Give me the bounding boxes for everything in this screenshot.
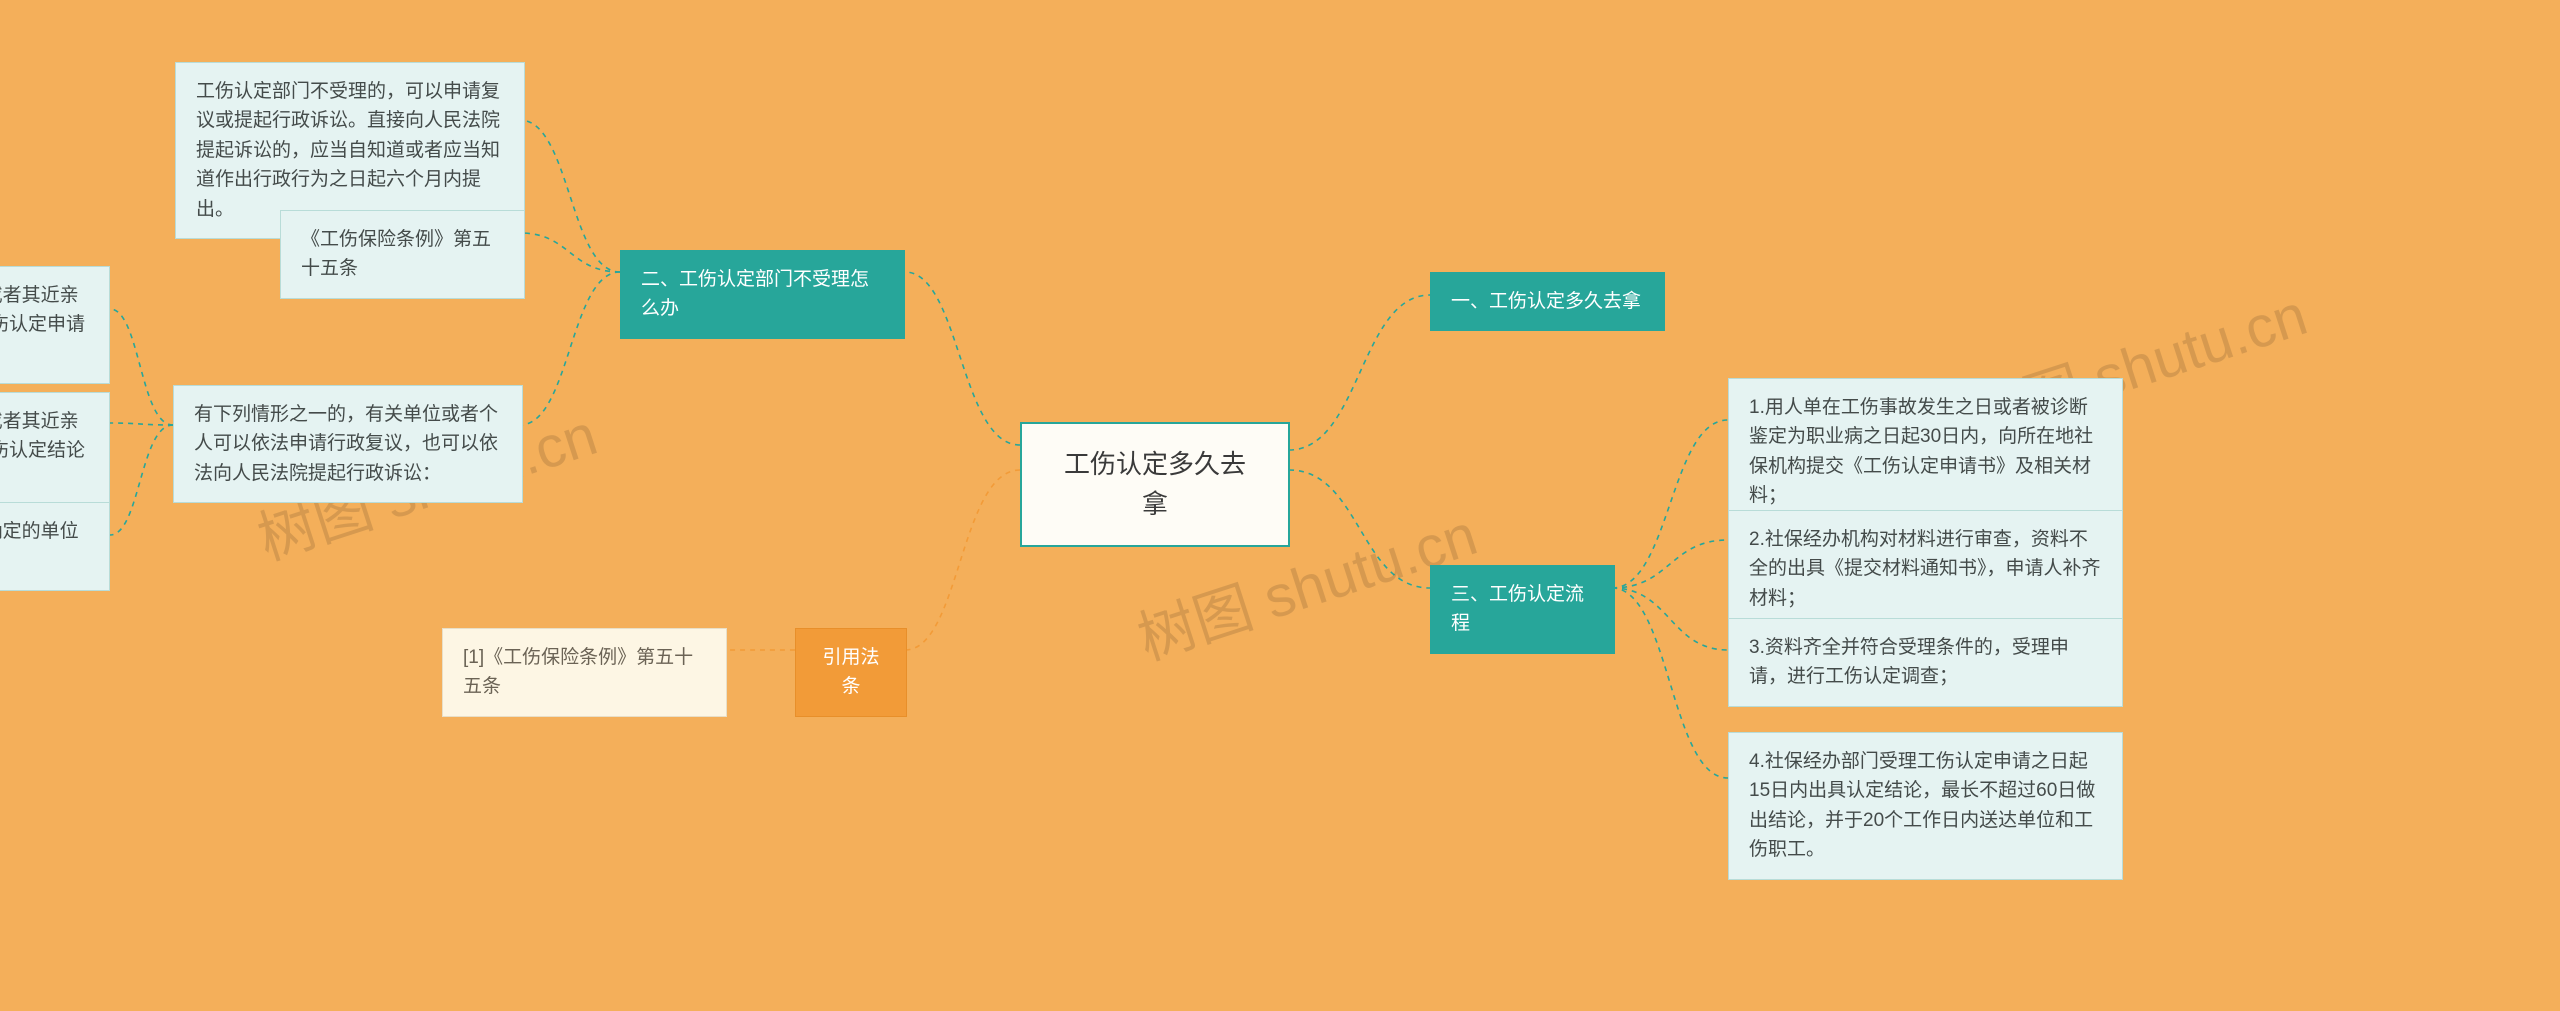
- branch-1[interactable]: 一、工伤认定多久去拿: [1430, 272, 1665, 331]
- leaf-b2-3[interactable]: 有下列情形之一的，有关单位或者个人可以依法申请行政复议，也可以依法向人民法院提起…: [173, 385, 523, 503]
- leaf-b3-4[interactable]: 4.社保经办部门受理工伤认定申请之日起15日内出具认定结论，最长不超过60日做出…: [1728, 732, 2123, 880]
- leaf-b3-2[interactable]: 2.社保经办机构对材料进行审查，资料不全的出具《提交材料通知书》，申请人补齐材料…: [1728, 510, 2123, 628]
- leaf-b2-3-2[interactable]: (二)申请工伤认定的职工或者其近亲属、该职工所在单位对工伤认定结论不服的;: [0, 392, 110, 510]
- root-node[interactable]: 工伤认定多久去拿: [1020, 422, 1290, 547]
- mindmap-canvas: 树图 shutu.cn 树图 shutu.cn 树图 shutu.cn 工伤认定…: [0, 0, 2560, 1011]
- branch-3[interactable]: 三、工伤认定流程: [1430, 565, 1615, 654]
- branch-4[interactable]: 引用法条: [795, 628, 907, 717]
- leaf-b2-3-3[interactable]: (三)用人单位对经办机构确定的单位缴费费率不服的。: [0, 502, 110, 591]
- leaf-b2-3-1[interactable]: (一)申请工伤认定的职工或者其近亲属、该职工所在单位对工伤认定申请不予受理的决定…: [0, 266, 110, 384]
- leaf-b4-1[interactable]: [1]《工伤保险条例》第五十五条: [442, 628, 727, 717]
- branch-2[interactable]: 二、工伤认定部门不受理怎么办: [620, 250, 905, 339]
- leaf-b2-2[interactable]: 《工伤保险条例》第五十五条: [280, 210, 525, 299]
- leaf-b3-1[interactable]: 1.用人单在工伤事故发生之日或者被诊断鉴定为职业病之日起30日内，向所在地社保机…: [1728, 378, 2123, 526]
- leaf-b3-3[interactable]: 3.资料齐全并符合受理条件的，受理申请，进行工伤认定调查；: [1728, 618, 2123, 707]
